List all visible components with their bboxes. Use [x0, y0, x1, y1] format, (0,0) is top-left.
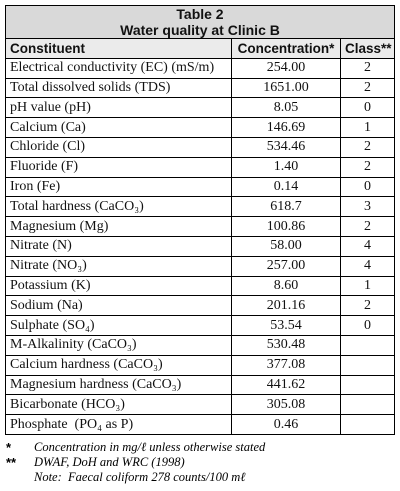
- constituent-cell: Nitrate (N): [5, 235, 232, 257]
- class-cell: 4: [340, 255, 395, 277]
- class-cell: 2: [340, 156, 395, 178]
- constituent-cell: Sulphate (SO₄): [5, 315, 232, 336]
- table-row: Fluoride (F) 1.40 2: [5, 156, 395, 178]
- concentration-cell: 1651.00: [231, 77, 341, 99]
- concentration-cell: 58.00: [231, 235, 341, 257]
- class-cell: [340, 354, 395, 376]
- footnote-text: Note: Faecal coliform 278 counts/100 mℓ: [34, 470, 246, 484]
- concentration-cell: 0.14: [231, 176, 341, 198]
- title-row: Table 2: [5, 5, 395, 22]
- class-cell: [340, 374, 395, 396]
- table-wrap: Table 2 Water quality at Clinic B Consti…: [5, 5, 395, 435]
- table-row: Calcium (Ca) 146.69 1: [5, 117, 395, 138]
- footnote-text: Concentration in mg/ℓ unless otherwise s…: [34, 440, 266, 454]
- footnote: * Concentration in mg/ℓ unless otherwise …: [6, 440, 396, 455]
- constituent-cell: Potassium (K): [5, 275, 232, 297]
- concentration-cell: 146.69: [231, 117, 341, 138]
- concentration-cell: 534.46: [231, 136, 341, 158]
- table-row: Total dissolved solids (TDS) 1651.00 2: [5, 77, 395, 99]
- class-cell: 0: [340, 97, 395, 119]
- subtitle-row: Water quality at Clinic B: [5, 22, 395, 39]
- concentration-cell: 100.86: [231, 216, 341, 237]
- table-row: Magnesium (Mg) 100.86 2: [5, 216, 395, 237]
- constituent-cell: Bicarbonate (HCO₃): [5, 394, 232, 416]
- concentration-cell: 8.05: [231, 97, 341, 119]
- constituent-cell: Fluoride (F): [5, 156, 232, 178]
- table-row: Total hardness (CaCO₃) 618.7 3: [5, 196, 395, 218]
- table-row: Bicarbonate (HCO₃) 305.08: [5, 394, 395, 416]
- table-title: Table 2: [5, 5, 395, 22]
- constituent-cell: Calcium (Ca): [5, 117, 232, 138]
- table-row: Iron (Fe) 0.14 0: [5, 176, 395, 198]
- class-cell: 2: [340, 136, 395, 158]
- table-row: Sulphate (SO₄) 53.54 0: [5, 315, 395, 336]
- constituent-cell: Calcium hardness (CaCO₃): [5, 354, 232, 376]
- concentration-cell: 53.54: [231, 315, 341, 336]
- class-cell: 2: [340, 216, 395, 237]
- header-cell: Class**: [340, 38, 395, 59]
- table-row: Chloride (Cl) 534.46 2: [5, 136, 395, 158]
- constituent-cell: Sodium (Na): [5, 295, 232, 317]
- class-cell: 2: [340, 57, 395, 79]
- constituent-cell: Iron (Fe): [5, 176, 232, 198]
- table-row: Magnesium hardness (CaCO₃) 441.62: [5, 374, 395, 396]
- header-cell: Constituent: [5, 38, 232, 59]
- table-row: Electrical conductivity (EC) (mS/m) 254.0…: [5, 57, 395, 79]
- header-cell: Concentration*: [231, 38, 341, 59]
- concentration-cell: 1.40: [231, 156, 341, 178]
- concentration-cell: 377.08: [231, 354, 341, 376]
- footnote-marker: **: [6, 455, 17, 470]
- class-cell: [340, 394, 395, 416]
- concentration-cell: 0.46: [231, 414, 341, 435]
- constituent-cell: M-Alkalinity (CaCO₃): [5, 334, 232, 356]
- constituent-cell: Nitrate (NO₃): [5, 255, 232, 277]
- table-body: Table 2 Water quality at Clinic B Consti…: [5, 5, 395, 435]
- table-subtitle: Water quality at Clinic B: [5, 22, 395, 39]
- class-cell: 2: [340, 77, 395, 99]
- table-row: Phosphate (PO₄ as P) 0.46: [5, 414, 395, 435]
- footnotes: * Concentration in mg/ℓ unless otherwise …: [6, 440, 396, 485]
- concentration-cell: 254.00: [231, 57, 341, 79]
- table-row: Nitrate (NO₃) 257.00 4: [5, 255, 395, 277]
- class-cell: [340, 334, 395, 356]
- table-row: Nitrate (N) 58.00 4: [5, 235, 395, 257]
- class-cell: 0: [340, 176, 395, 198]
- concentration-cell: 305.08: [231, 394, 341, 416]
- concentration-cell: 441.62: [231, 374, 341, 396]
- concentration-cell: 8.60: [231, 275, 341, 297]
- concentration-cell: 530.48: [231, 334, 341, 356]
- class-cell: 1: [340, 275, 395, 297]
- class-cell: 3: [340, 196, 395, 218]
- class-cell: 0: [340, 315, 395, 336]
- concentration-cell: 257.00: [231, 255, 341, 277]
- constituent-cell: Total dissolved solids (TDS): [5, 77, 232, 99]
- constituent-cell: Magnesium (Mg): [5, 216, 232, 237]
- footnote: Note: Faecal coliform 278 counts/100 mℓ: [6, 470, 396, 485]
- class-cell: [340, 414, 395, 435]
- table-row: Sodium (Na) 201.16 2: [5, 295, 395, 317]
- constituent-cell: pH value (pH): [5, 97, 232, 119]
- water-quality-table: Table 2 Water quality at Clinic B Consti…: [5, 5, 395, 435]
- table-row: Potassium (K) 8.60 1: [5, 275, 395, 297]
- class-cell: 4: [340, 235, 395, 257]
- constituent-cell: Chloride (Cl): [5, 136, 232, 158]
- table-row: Calcium hardness (CaCO₃) 377.08: [5, 354, 395, 376]
- table-row: pH value (pH) 8.05 0: [5, 97, 395, 119]
- constituent-cell: Phosphate (PO₄ as P): [5, 414, 232, 435]
- header-row: Constituent Concentration* Class**: [5, 38, 395, 59]
- table-row: M-Alkalinity (CaCO₃) 530.48: [5, 334, 395, 356]
- class-cell: 1: [340, 117, 395, 138]
- concentration-cell: 201.16: [231, 295, 341, 317]
- footnote-marker: *: [6, 440, 12, 455]
- concentration-cell: 618.7: [231, 196, 341, 218]
- footnote: ** DWAF, DoH and WRC (1998): [6, 455, 396, 470]
- footnote-text: DWAF, DoH and WRC (1998): [34, 455, 185, 469]
- constituent-cell: Magnesium hardness (CaCO₃): [5, 374, 232, 396]
- class-cell: 2: [340, 295, 395, 317]
- footnote-marker: [6, 470, 34, 485]
- constituent-cell: Total hardness (CaCO₃): [5, 196, 232, 218]
- constituent-cell: Electrical conductivity (EC) (mS/m): [5, 57, 232, 79]
